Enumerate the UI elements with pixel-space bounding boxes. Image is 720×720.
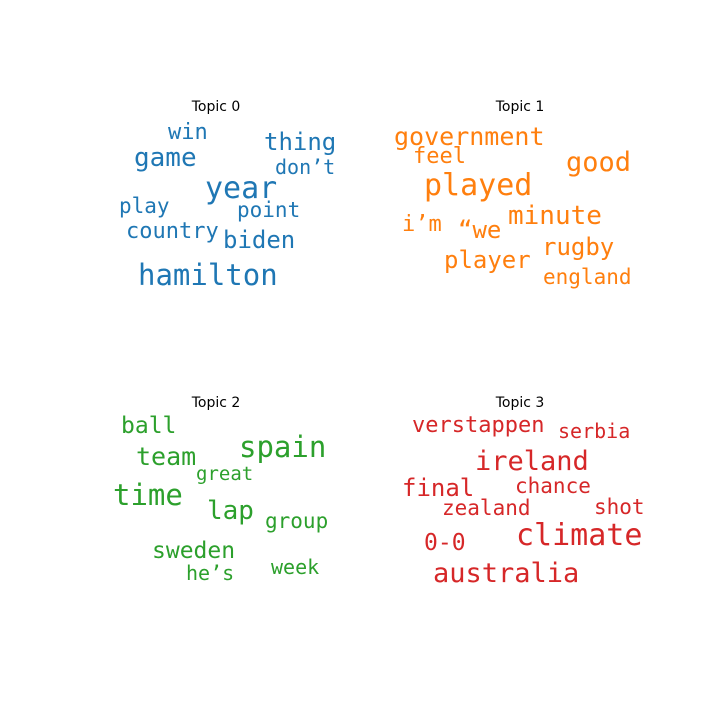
word: player [444, 246, 531, 274]
word: i’m [402, 212, 442, 237]
word: point [237, 198, 301, 222]
word: minute [508, 201, 602, 231]
word: rugby [542, 233, 615, 261]
word: country [126, 219, 219, 244]
panel-title: Topic 3 [495, 395, 545, 411]
word: verstappen [412, 413, 545, 438]
word: he’s [186, 561, 235, 585]
word: team [136, 442, 197, 471]
topic-panel-2: Topic 2 ball spain team great time lap g… [68, 395, 364, 635]
topic-panel-3: Topic 3 verstappen serbia ireland final … [372, 395, 668, 635]
word: biden [223, 226, 296, 254]
word: great [196, 463, 254, 485]
word: feel [413, 144, 466, 169]
word: serbia [558, 419, 631, 443]
word: “we [458, 216, 502, 244]
word: climate [516, 518, 643, 553]
word: win [168, 120, 208, 145]
word: ireland [475, 446, 589, 477]
panel-title: Topic 2 [191, 395, 241, 411]
panel-title: Topic 1 [495, 99, 545, 115]
word: time [113, 478, 183, 512]
word: shot [594, 495, 645, 519]
word: game [134, 143, 197, 173]
word: final [402, 474, 475, 502]
word: australia [433, 558, 580, 589]
word: 0-0 [424, 530, 466, 556]
word: chance [515, 474, 591, 498]
word: year [205, 171, 278, 206]
word: spain [239, 430, 327, 464]
word: hamilton [138, 258, 278, 292]
word: lap [207, 496, 254, 526]
word: zealand [442, 496, 531, 520]
word: don’t [275, 155, 336, 179]
word: government [394, 122, 545, 151]
word: england [543, 265, 632, 289]
panel-title: Topic 0 [191, 99, 241, 115]
word: group [265, 509, 329, 533]
word: ball [121, 413, 177, 439]
word: good [566, 147, 632, 178]
word: week [271, 555, 320, 579]
word: thing [264, 128, 337, 156]
topic-panel-1: Topic 1 government feel good played i’m … [372, 99, 668, 339]
topic-panel-0: Topic 0 win thing game don’t year play p… [68, 99, 364, 339]
word: sweden [152, 538, 236, 564]
word: play [119, 194, 170, 218]
word: played [424, 168, 533, 203]
